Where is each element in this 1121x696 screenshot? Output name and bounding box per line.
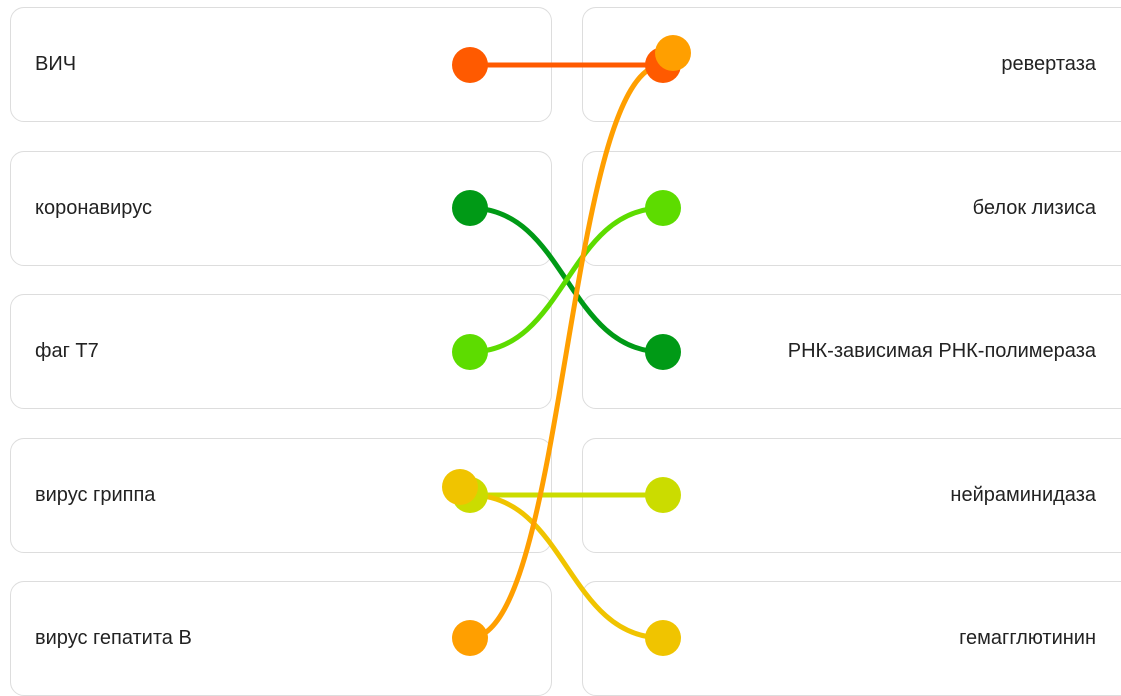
- right-card-label: гемагглютинин: [959, 627, 1096, 649]
- connection-dot-left[interactable]: [452, 334, 488, 370]
- left-card-label: вирус гепатита В: [35, 627, 192, 649]
- connection-dot-left[interactable]: [452, 47, 488, 83]
- left-card-label: фаг Т7: [35, 340, 99, 362]
- right-card-lysis-protein[interactable]: белок лизиса: [582, 151, 1121, 266]
- right-card-label: ревертаза: [1001, 53, 1096, 75]
- connection-dot-left[interactable]: [452, 190, 488, 226]
- connection-dot-right[interactable]: [645, 190, 681, 226]
- left-card-label: ВИЧ: [35, 53, 77, 75]
- right-card-label: нейраминидаза: [950, 484, 1096, 506]
- right-card-label: белок лизиса: [972, 197, 1096, 219]
- connection-dot-right[interactable]: [645, 477, 681, 513]
- left-card-label: вирус гриппа: [35, 484, 156, 506]
- right-card-label: РНК-зависимая РНК-полимераза: [787, 340, 1096, 362]
- connection-dot-right[interactable]: [655, 35, 691, 71]
- connection-dot-left[interactable]: [452, 620, 488, 656]
- connection-dot-left[interactable]: [442, 469, 478, 505]
- left-card-label: коронавирус: [35, 197, 152, 219]
- connection-dot-right[interactable]: [645, 620, 681, 656]
- connection-dot-right[interactable]: [645, 334, 681, 370]
